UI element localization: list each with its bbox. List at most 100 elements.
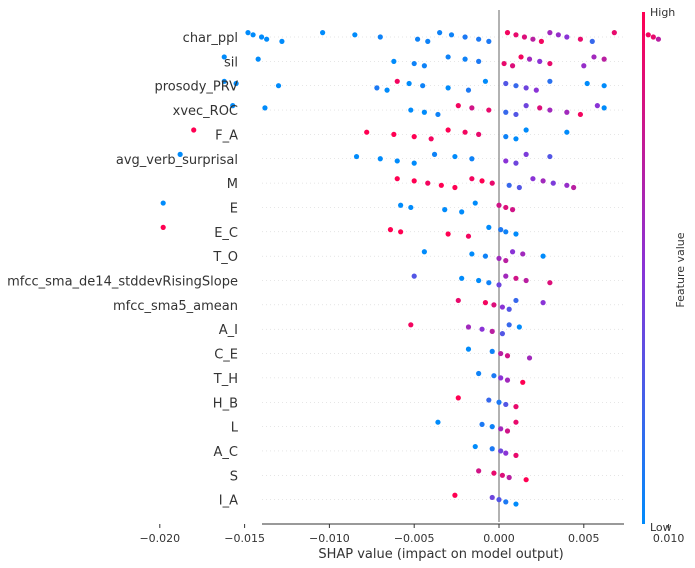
feature-label: char_ppl (183, 31, 238, 46)
data-point (499, 331, 505, 337)
data-point (482, 300, 489, 306)
data-point (275, 83, 282, 89)
data-point (533, 87, 539, 93)
data-point (462, 129, 468, 135)
data-point (523, 151, 529, 157)
data-point (537, 58, 543, 64)
data-point (255, 56, 261, 62)
data-point (547, 60, 553, 67)
data-point (523, 103, 529, 109)
data-point (452, 184, 458, 191)
data-point (513, 111, 519, 118)
data-point (431, 151, 438, 157)
data-point (279, 38, 285, 45)
data-point (498, 375, 504, 381)
x-tick-label: 0.000 (483, 532, 515, 545)
data-point (509, 249, 516, 255)
data-point (503, 109, 509, 115)
data-point (264, 36, 270, 42)
data-point (411, 273, 417, 279)
data-point (503, 401, 509, 408)
data-point (513, 32, 519, 38)
data-point (496, 282, 502, 288)
data-point (540, 300, 546, 306)
data-point (520, 379, 526, 385)
data-point (452, 153, 458, 160)
data-point (455, 103, 461, 109)
data-point (482, 253, 489, 259)
data-point (353, 153, 360, 160)
data-point (498, 426, 504, 432)
feature-label: M (227, 177, 238, 192)
x-tick-label: −0.020 (139, 532, 180, 545)
data-point (486, 107, 492, 113)
data-point (438, 182, 444, 188)
colorbar-low-label: Low (650, 521, 672, 534)
data-point (591, 54, 597, 60)
data-point (594, 103, 600, 109)
feature-label: prosody_PRV (155, 80, 239, 95)
data-point (462, 56, 468, 62)
feature-label: C_E (214, 348, 238, 363)
data-point (503, 257, 509, 264)
data-point (503, 158, 509, 164)
data-point (448, 32, 455, 38)
data-point (506, 322, 512, 328)
data-point (258, 34, 265, 40)
data-point (320, 29, 326, 36)
data-point (377, 34, 383, 40)
data-point (437, 29, 443, 36)
data-point (523, 277, 529, 284)
feature-label: S (230, 469, 238, 484)
data-point (476, 277, 482, 284)
data-point (513, 404, 519, 410)
data-point (504, 29, 511, 36)
colorbar-title: Feature value (674, 232, 687, 307)
data-point (564, 34, 570, 40)
data-point (486, 280, 492, 286)
data-point (230, 103, 236, 109)
feature-label: T_H (213, 372, 238, 387)
x-axis-label: SHAP value (impact on model output) (318, 547, 563, 562)
data-point (581, 63, 587, 69)
data-point (491, 302, 497, 308)
data-point (391, 131, 397, 137)
data-point (469, 156, 475, 162)
data-point (411, 178, 417, 184)
data-point (518, 54, 524, 60)
data-point (445, 85, 451, 91)
data-point (465, 87, 472, 93)
feature-label: sil (224, 55, 238, 70)
data-point (504, 428, 511, 434)
data-point (469, 176, 475, 182)
data-point (513, 297, 519, 304)
data-point (408, 204, 414, 211)
data-point (384, 87, 390, 93)
data-point (425, 38, 431, 45)
data-point (538, 38, 545, 45)
data-point (459, 209, 465, 215)
data-point (408, 322, 414, 328)
data-points (160, 29, 662, 507)
data-point (503, 450, 509, 456)
x-tick-label: 0.005 (568, 532, 600, 545)
data-point (601, 105, 607, 111)
data-point (513, 83, 519, 89)
data-point (374, 85, 380, 91)
data-point (601, 83, 607, 89)
feature-label: avg_verb_surprisal (116, 153, 238, 168)
feature-label: E (230, 201, 238, 216)
data-point (504, 377, 511, 383)
data-point (455, 297, 461, 304)
data-point (523, 85, 529, 91)
data-point (516, 184, 522, 191)
data-point (398, 229, 404, 235)
data-point (459, 275, 465, 281)
data-point (411, 134, 417, 140)
data-point (503, 499, 509, 505)
feature-label: L (231, 421, 239, 436)
data-point (364, 129, 370, 135)
data-point (499, 304, 505, 310)
data-point (472, 200, 478, 206)
